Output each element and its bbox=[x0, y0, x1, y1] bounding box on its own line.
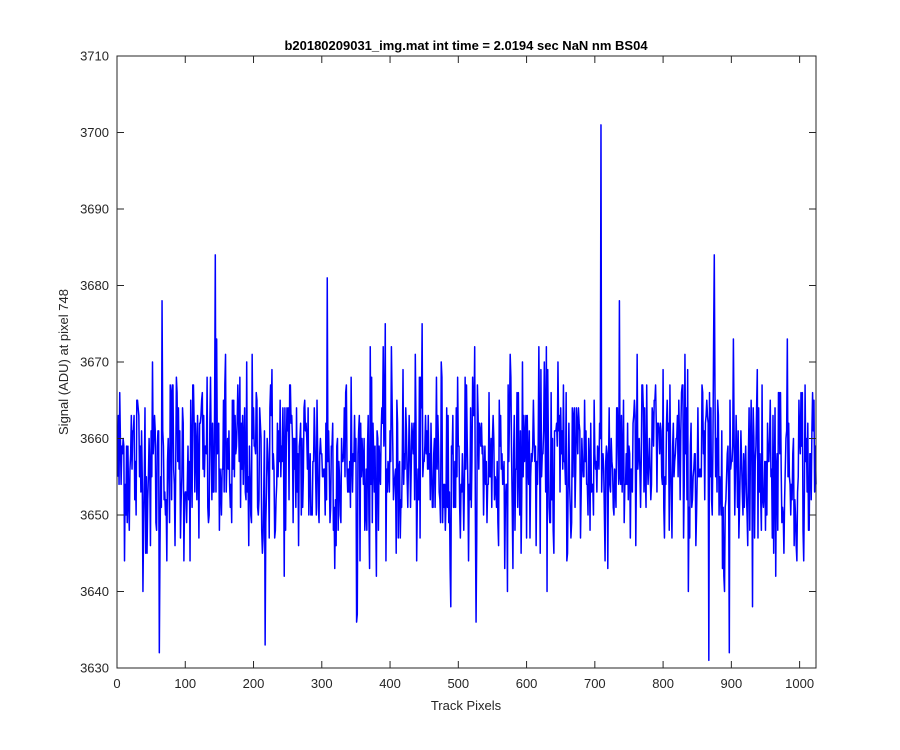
x-tick-label: 200 bbox=[243, 676, 265, 691]
y-tick-label: 3640 bbox=[80, 584, 109, 599]
y-tick-label: 3630 bbox=[80, 661, 109, 676]
y-tick-label: 3680 bbox=[80, 278, 109, 293]
x-tick-label: 100 bbox=[174, 676, 196, 691]
ticks: 0 100 200 300 400 500 600 700 800 900 1000 3630 3640… bbox=[80, 49, 817, 691]
x-axis-label: Track Pixels bbox=[431, 698, 502, 713]
x-tick-label: 400 bbox=[379, 676, 401, 691]
x-tick-label: 0 bbox=[113, 676, 120, 691]
x-tick-label: 1000 bbox=[785, 676, 814, 691]
y-tick-label: 3690 bbox=[80, 202, 109, 217]
y-tick-label: 3700 bbox=[80, 125, 109, 140]
y-tick-label: 3710 bbox=[80, 49, 109, 64]
x-tick-label: 700 bbox=[584, 676, 606, 691]
plot-area bbox=[116, 124, 817, 662]
chart-title: b20180209031_img.mat int time = 2.0194 s… bbox=[284, 38, 648, 53]
x-tick-label: 800 bbox=[652, 676, 674, 691]
y-tick-label: 3670 bbox=[80, 355, 109, 370]
x-tick-label: 600 bbox=[516, 676, 538, 691]
x-tick-label: 300 bbox=[311, 676, 333, 691]
series-line bbox=[116, 124, 817, 662]
y-axis-label: Signal (ADU) at pixel 748 bbox=[56, 289, 71, 435]
y-tick-label: 3650 bbox=[80, 508, 109, 523]
x-tick-label: 500 bbox=[447, 676, 469, 691]
y-tick-label: 3660 bbox=[80, 431, 109, 446]
x-tick-label: 900 bbox=[721, 676, 743, 691]
